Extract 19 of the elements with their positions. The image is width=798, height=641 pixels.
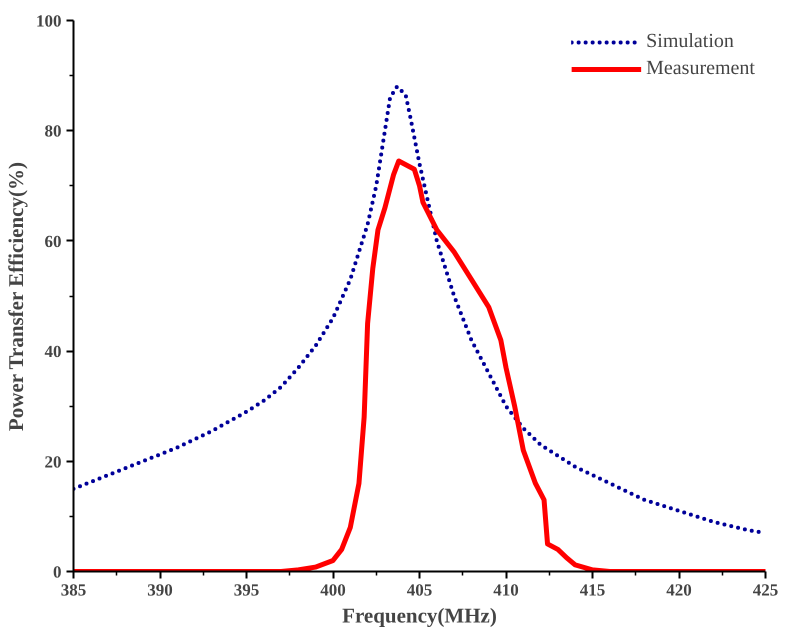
x-tick-label: 405 — [406, 580, 432, 600]
x-tick-label: 410 — [493, 580, 519, 600]
y-tick-label: 80 — [44, 122, 62, 141]
x-tick-label: 385 — [60, 580, 86, 600]
x-tick-label: 395 — [234, 580, 260, 600]
legend-label: Measurement — [646, 57, 755, 80]
y-tick-label: 40 — [44, 342, 62, 362]
x-tick-label: 425 — [752, 580, 778, 600]
y-axis-title: Power Transfer Efficiency(%) — [4, 162, 28, 432]
x-tick-label: 400 — [320, 580, 346, 600]
x-tick-label: 420 — [666, 580, 692, 600]
legend-label: Simulation — [646, 30, 734, 53]
x-axis-title: Frequency(MHz) — [342, 604, 497, 628]
y-tick-label: 60 — [44, 232, 62, 251]
y-tick-label: 20 — [44, 452, 62, 472]
x-tick-label: 415 — [580, 580, 606, 600]
x-tick-label: 390 — [147, 580, 173, 600]
y-tick-label: 0 — [53, 562, 62, 582]
y-tick-label: 100 — [36, 12, 62, 30]
